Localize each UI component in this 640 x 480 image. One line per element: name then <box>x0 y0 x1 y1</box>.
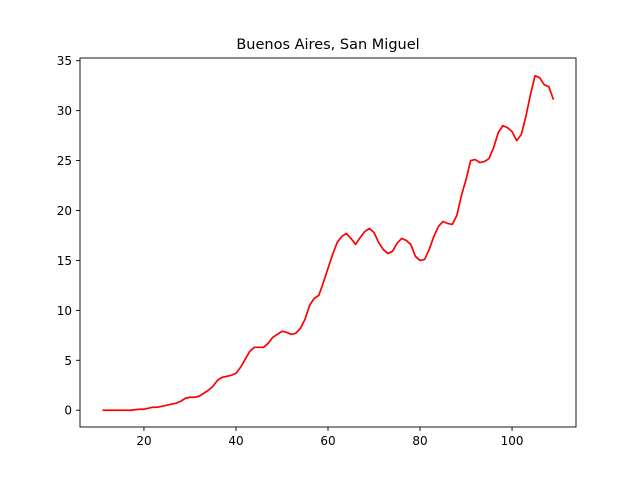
chart-title: Buenos Aires, San Miguel <box>236 37 419 53</box>
x-tick-label: 20 <box>136 434 151 448</box>
plot-area <box>102 74 555 412</box>
y-tick-label: 30 <box>57 104 72 118</box>
y-tick-label: 25 <box>57 154 72 168</box>
x-tick-label: 60 <box>320 434 335 448</box>
y-tick-label: 20 <box>57 204 72 218</box>
y-tick-label: 15 <box>57 254 72 268</box>
y-tick-label: 35 <box>57 54 72 68</box>
x-tick-label: 80 <box>412 434 427 448</box>
y-tick-label: 5 <box>64 354 72 368</box>
x-tick-label: 40 <box>228 434 243 448</box>
axes-frame <box>79 57 577 428</box>
x-tick-label: 100 <box>501 434 524 448</box>
x-axis: 20 40 60 80 100 <box>136 427 523 448</box>
series-line <box>102 74 555 412</box>
y-tick-label: 0 <box>64 404 72 418</box>
y-axis: 0 5 10 15 20 25 30 35 <box>57 54 80 418</box>
y-tick-label: 10 <box>57 304 72 318</box>
